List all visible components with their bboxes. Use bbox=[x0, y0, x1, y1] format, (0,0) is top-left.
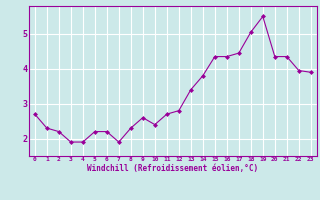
X-axis label: Windchill (Refroidissement éolien,°C): Windchill (Refroidissement éolien,°C) bbox=[87, 164, 258, 173]
